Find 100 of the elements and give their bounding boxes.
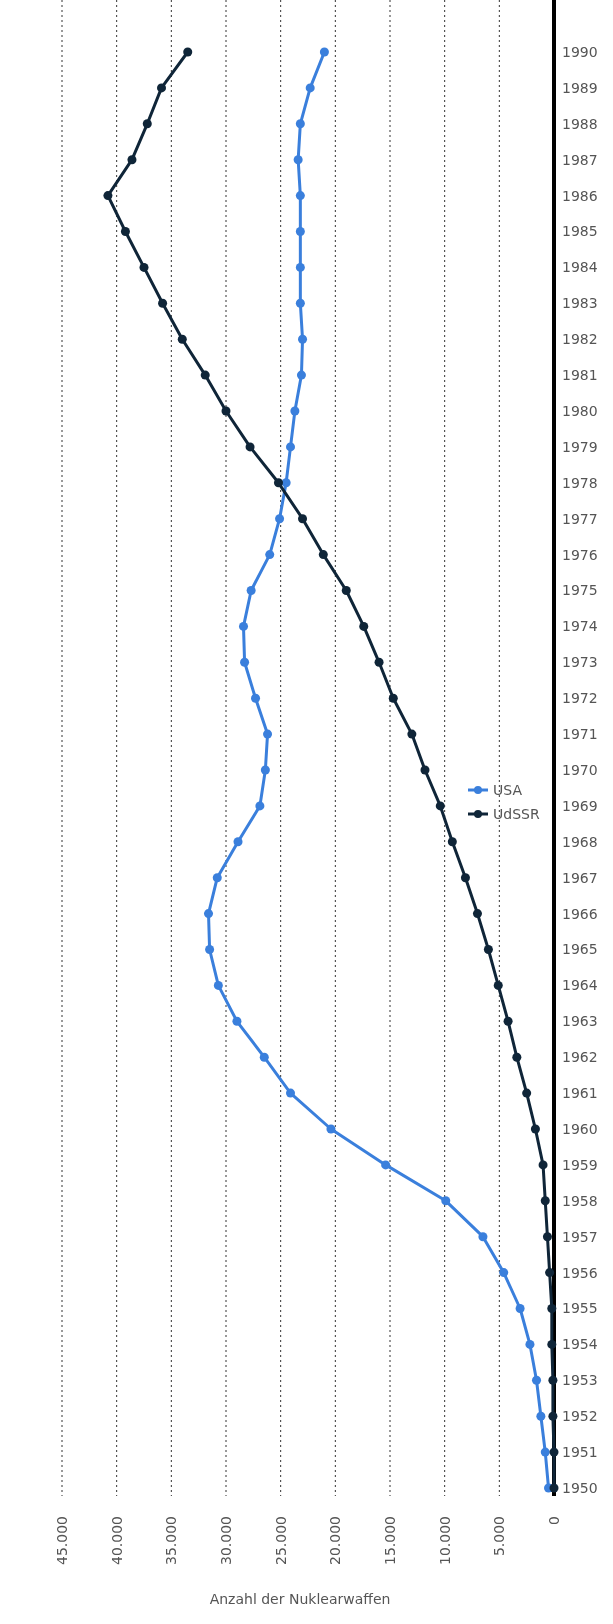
point (531, 1375, 542, 1385)
point (548, 1411, 558, 1421)
point (265, 550, 275, 560)
point (120, 226, 130, 237)
y-tick-label: 1986 (562, 187, 598, 204)
point (540, 1196, 550, 1206)
y-tick-label: 1978 (562, 474, 598, 491)
point (512, 1052, 522, 1062)
point (245, 442, 255, 452)
point (273, 478, 283, 488)
point (547, 1303, 557, 1314)
point (420, 765, 430, 775)
point (293, 155, 303, 165)
point (341, 585, 351, 596)
y-tick-label: 1977 (562, 510, 598, 527)
y-tick-label: 1959 (562, 1156, 598, 1173)
y-tick-label: 1955 (562, 1300, 598, 1317)
y-tick-label: 1970 (562, 761, 598, 778)
point (441, 1196, 451, 1206)
point (326, 1124, 336, 1134)
point (290, 406, 300, 416)
point (435, 801, 445, 811)
point (139, 262, 149, 272)
point (547, 1339, 557, 1349)
y-tick-label: 1979 (562, 438, 598, 455)
point (296, 370, 306, 380)
y-tick-label: 1989 (562, 79, 598, 96)
point (156, 83, 167, 93)
x-tick-label: 45.000 (53, 1516, 70, 1565)
point (503, 1016, 513, 1026)
y-tick-label: 1984 (562, 259, 598, 276)
y-tick-label: 1988 (562, 115, 598, 132)
x-tick-label: 35.000 (163, 1516, 180, 1565)
point (318, 550, 328, 560)
point (381, 1160, 391, 1170)
y-tick-label: 1980 (562, 402, 598, 419)
point (259, 1052, 269, 1062)
point (540, 1447, 550, 1457)
y-tick-label: 1975 (562, 582, 598, 599)
point (255, 801, 265, 811)
point (388, 693, 398, 703)
point (447, 837, 457, 847)
y-tick-label: 1962 (562, 1049, 598, 1066)
y-tick-label: 1956 (562, 1264, 598, 1281)
y-tick-label: 1972 (562, 690, 598, 707)
point (263, 729, 273, 739)
point (233, 837, 243, 847)
point (549, 1447, 559, 1457)
point (530, 1124, 540, 1134)
point (158, 298, 168, 308)
point (238, 621, 249, 631)
point (538, 1160, 548, 1170)
point (319, 47, 329, 57)
y-tick-label: 1987 (562, 151, 598, 168)
point (515, 1303, 525, 1314)
x-tick-label: 25.000 (272, 1516, 289, 1565)
point (127, 155, 137, 165)
point (260, 765, 270, 775)
point (205, 944, 215, 955)
point (298, 514, 308, 524)
y-tick-label: 1967 (562, 869, 598, 886)
y-tick-label: 1951 (562, 1444, 598, 1460)
point (522, 1088, 532, 1098)
point (200, 370, 210, 380)
x-tick-label: 20.000 (327, 1516, 344, 1565)
point (221, 406, 231, 416)
y-tick-label: 1952 (562, 1408, 598, 1425)
point (548, 1375, 558, 1385)
y-tick-label: 1961 (562, 1085, 598, 1101)
point (251, 693, 261, 703)
point (285, 442, 296, 452)
point (374, 657, 384, 667)
y-tick-label: 1969 (562, 797, 598, 814)
point (203, 909, 214, 919)
y-tick-label: 1966 (562, 905, 598, 922)
point (295, 298, 305, 308)
y-tick-label: 1968 (562, 833, 598, 850)
point (549, 1483, 559, 1493)
y-tick-label: 1963 (562, 1013, 598, 1030)
point (285, 1088, 296, 1098)
y-tick-label: 1950 (562, 1479, 598, 1496)
point (232, 1016, 242, 1026)
y-tick-label: 1971 (562, 726, 598, 742)
y-tick-label: 1964 (562, 977, 598, 994)
x-tick-label: 0 (545, 1516, 562, 1525)
y-tick-label: 1953 (562, 1372, 598, 1389)
point (298, 334, 308, 344)
x-axis-title: Anzahl der Nuklearwaffen (209, 1591, 391, 1607)
point (246, 585, 256, 596)
point (483, 944, 493, 955)
point (525, 1339, 535, 1349)
point (460, 873, 470, 883)
point (275, 514, 285, 524)
y-tick-label: 1990 (562, 43, 598, 60)
point (295, 119, 305, 129)
point (493, 980, 503, 990)
point (359, 621, 369, 631)
point (545, 1268, 555, 1278)
point (536, 1411, 546, 1421)
point (183, 47, 193, 57)
